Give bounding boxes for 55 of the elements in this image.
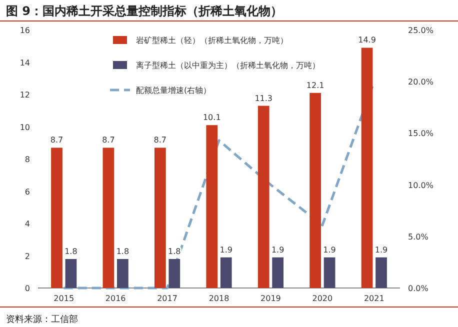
y-tick-label: 12: [20, 90, 30, 100]
y2-tick-label: 20.0%: [408, 78, 434, 87]
y2-tick-label: 5.0%: [408, 232, 429, 242]
bar: [102, 148, 114, 288]
y2-tick-label: 0.0%: [408, 284, 429, 293]
bar: [168, 258, 180, 288]
bar: [206, 125, 218, 288]
bar: [51, 148, 62, 288]
y2-tick-label: 15.0%: [408, 129, 434, 138]
y-tick-label: 0: [24, 284, 30, 293]
data-label: 11.3: [254, 94, 273, 103]
y2-tick-label: 25.0%: [408, 26, 434, 35]
data-label: 8.7: [154, 136, 167, 145]
y-tick-label: 16: [20, 26, 30, 35]
data-label: 1.9: [220, 245, 232, 254]
y-tick-label: 4: [24, 220, 30, 228]
data-label: 1.8: [116, 246, 130, 256]
data-label: 1.9: [323, 245, 336, 254]
legend-label: 离子型稀土（以中重为主）（折稀土氧化物，万吨）: [136, 61, 320, 70]
bar: [310, 92, 322, 288]
chart-title: 图 9：国内稀土开采总量控制指标（折稀土氧化物）: [6, 4, 283, 18]
data-label: 1.9: [271, 245, 284, 254]
bar: [324, 257, 336, 288]
x-tick-label: 2021: [364, 294, 384, 303]
data-label: 1.8: [64, 246, 78, 256]
bar: [272, 257, 284, 288]
data-label: 10.1: [202, 113, 221, 122]
y-tick-label: 14: [20, 58, 30, 68]
x-tick-label: 2020: [312, 294, 333, 303]
data-label: 1.9: [374, 245, 388, 254]
data-label: 1.8: [168, 246, 181, 256]
x-tick-label: 2018: [208, 294, 230, 303]
legend-label: 岩矿型稀土（轻）（折稀土氧化物，万吨）: [136, 36, 288, 45]
bar: [361, 48, 373, 288]
x-tick-label: 2015: [54, 294, 74, 303]
data-label: 12.1: [306, 80, 324, 90]
y-tick-label: 10: [20, 122, 30, 132]
x-tick-label: 2017: [157, 294, 178, 303]
y-tick-label: 2: [24, 252, 30, 261]
data-label: 8.7: [50, 136, 64, 145]
bar: [376, 257, 387, 288]
bar: [154, 148, 166, 288]
bar: [258, 106, 270, 288]
y-tick-label: 8: [24, 155, 30, 164]
data-label: 14.9: [358, 36, 376, 45]
text: 资料来源：工信部: [6, 314, 78, 325]
data-label: 8.7: [102, 136, 115, 145]
legend-label: 配额总量增速(右轴）: [136, 86, 212, 95]
bar: [65, 258, 77, 288]
bar: [116, 258, 128, 288]
bar: [220, 257, 232, 288]
x-tick-label: 2019: [260, 294, 281, 303]
y2-tick-label: 10.0%: [408, 180, 434, 190]
y-tick-label: 6: [24, 187, 30, 196]
x-tick-label: 2016: [105, 294, 126, 303]
